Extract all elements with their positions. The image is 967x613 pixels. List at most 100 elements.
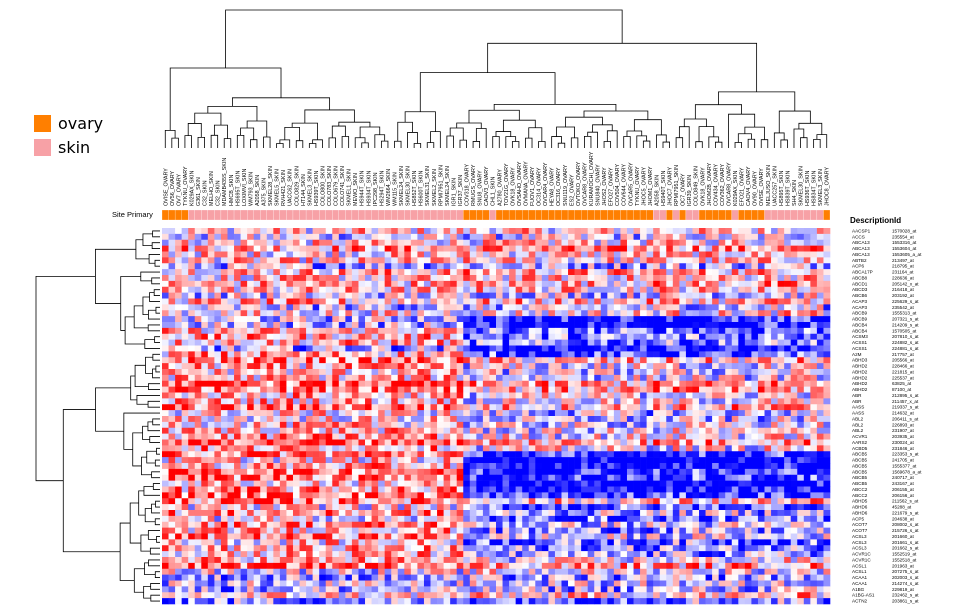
heatmap-cell (253, 333, 261, 340)
heatmap-cell (391, 386, 399, 393)
heatmap-cell (397, 480, 405, 487)
heatmap-cell (325, 416, 333, 423)
heatmap-cell (633, 292, 641, 299)
heatmap-cell (757, 398, 765, 405)
heatmap-cell (633, 445, 641, 452)
heatmap-cell (227, 251, 235, 258)
column-dendrogram-link (633, 119, 662, 135)
column-dendrogram-link (279, 139, 291, 148)
row-dendrogram-link (154, 518, 160, 526)
heatmap-cell (554, 298, 562, 305)
heatmap-cell (397, 345, 405, 352)
heatmap-cell (220, 463, 228, 470)
heatmap-cell (522, 380, 530, 387)
heatmap-cell (496, 292, 503, 299)
heatmap-cell (489, 298, 497, 305)
heatmap-cell (194, 486, 202, 493)
heatmap-cell (568, 474, 575, 481)
heatmap-cell (810, 233, 818, 241)
heatmap-cell (784, 257, 792, 264)
heatmap-cell (515, 439, 523, 446)
heatmap-cell (607, 228, 615, 235)
heatmap-cell (201, 245, 209, 252)
heatmap-cell (509, 339, 516, 346)
heatmap-cell (633, 233, 641, 241)
heatmap-cell (417, 486, 425, 493)
heatmap-cell (371, 251, 379, 258)
heatmap-cell (456, 233, 464, 241)
heatmap-cell (672, 474, 680, 481)
heatmap-cell (574, 433, 582, 440)
heatmap-cell (679, 327, 687, 335)
heatmap-cell (286, 339, 294, 346)
heatmap-cell (640, 468, 647, 476)
heatmap-cell (659, 463, 667, 470)
heatmap-cell (666, 280, 674, 288)
heatmap-cell (568, 327, 575, 335)
heatmap-cell (332, 398, 340, 405)
heatmap-cell (554, 322, 562, 329)
heatmap-cell (541, 398, 549, 405)
heatmap-cell (672, 374, 680, 382)
heatmap-cell (168, 357, 176, 364)
heatmap-cell (496, 451, 503, 458)
heatmap-cell (384, 233, 392, 241)
heatmap-cell (771, 380, 778, 387)
heatmap-cell (600, 345, 608, 352)
heatmap-cell (810, 286, 818, 293)
heatmap-cell (528, 239, 536, 246)
heatmap-cell (672, 275, 680, 282)
heatmap-cell (718, 374, 726, 382)
heatmap-cell (338, 275, 346, 282)
heatmap-cell (273, 351, 281, 358)
column-dendrogram-link (419, 72, 556, 112)
heatmap-cell (738, 392, 746, 399)
heatmap-cell (757, 480, 765, 487)
heatmap-cell (757, 351, 765, 358)
heatmap-cell (260, 392, 268, 399)
heatmap-cell (816, 445, 824, 452)
heatmap-cell (581, 339, 588, 346)
column-label: IGR37_SKIN (458, 175, 464, 206)
heatmap-cell (397, 275, 405, 282)
heatmap-cell (378, 374, 385, 382)
heatmap-cell (384, 304, 392, 311)
heatmap-cell (162, 427, 169, 434)
heatmap-cell (653, 292, 661, 299)
heatmap-cell (404, 257, 412, 264)
heatmap-cell (607, 351, 615, 358)
column-label: UACC62_SKIN (288, 169, 294, 206)
heatmap-cell (325, 269, 333, 276)
heatmap-cell (607, 445, 615, 452)
heatmap-cell (253, 492, 261, 499)
heatmap-cell (738, 269, 746, 276)
heatmap-cell (757, 280, 765, 288)
heatmap-cell (672, 351, 680, 358)
heatmap-cell (450, 421, 458, 429)
heatmap-cell (679, 363, 687, 370)
heatmap-cell (515, 351, 523, 358)
heatmap-cell (378, 251, 385, 258)
annotation-cell-skin (810, 209, 818, 221)
heatmap-cell (509, 228, 516, 235)
heatmap-cell (725, 339, 733, 346)
heatmap-cell (482, 433, 490, 440)
heatmap-cell (561, 345, 569, 352)
heatmap-cell (672, 363, 680, 370)
heatmap-cell (607, 251, 615, 258)
heatmap-cell (685, 339, 693, 346)
heatmap-cell (345, 233, 353, 241)
heatmap-cell (672, 398, 680, 405)
heatmap-cell (417, 304, 425, 311)
row-dendrogram-link (134, 364, 149, 388)
heatmap-cell (423, 275, 431, 282)
heatmap-cell (279, 445, 287, 452)
heatmap-cell (214, 474, 222, 481)
heatmap-cell (522, 474, 530, 481)
heatmap-cell (489, 251, 497, 258)
heatmap-cell (816, 322, 824, 329)
heatmap-cell (286, 445, 294, 452)
heatmap-cell (574, 463, 582, 470)
heatmap-cell (659, 233, 667, 241)
heatmap-cell (633, 228, 641, 235)
